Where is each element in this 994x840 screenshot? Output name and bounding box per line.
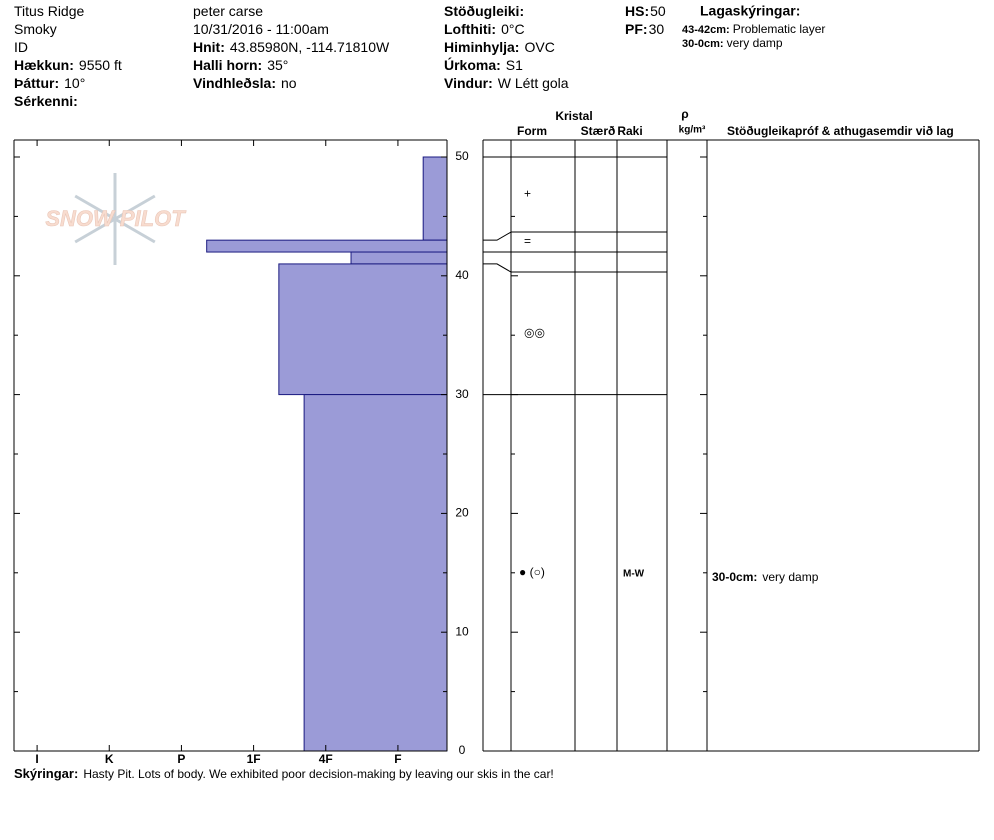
legend-range: 30-0cm: [682,38,724,50]
connector [483,263,512,273]
field-value: Titus Ridge [14,3,85,19]
logo-flake [114,194,156,221]
header-field: Himinhylja: OVC [444,39,555,55]
field-value: 10° [64,75,85,91]
y-tick-label: 0 [459,743,466,757]
field-value: 35° [267,57,288,73]
field-value: 10/31/2016 - 11:00am [193,21,329,37]
x-tick-label: F [394,752,401,766]
logo-text: SNOW PILOT [45,206,186,231]
field-value: no [281,75,297,91]
grain-form: ◎◎ [524,325,545,339]
legend-item: 30-0cm: very damp [682,36,783,50]
header-field: Smoky [14,21,57,37]
legend-range: 43-42cm: [682,24,730,36]
header-field: Vindur: W Létt gola [444,75,569,91]
field-value: 0°C [501,21,525,37]
field-label: Þáttur: [14,75,59,91]
field-value: 50 [650,3,666,19]
layer-comment: 30-0cm: very damp [712,570,819,584]
field-label: Halli horn: [193,57,262,73]
legend-text: very damp [727,36,783,50]
table-header: ρ [681,107,688,121]
footer-label: Skýringar: [14,766,78,781]
field-value: peter carse [193,3,263,19]
legend-text: Problematic layer [733,22,826,36]
y-tick-label: 50 [455,149,469,163]
field-value: W Létt gola [498,75,569,91]
x-tick-label: K [105,752,114,766]
table-header: Stærð [581,124,616,138]
footer-text: Hasty Pit. Lots of body. We exhibited po… [83,767,553,781]
legend-title: Lagaskýringar: [700,3,800,19]
field-value: 30 [649,21,665,37]
table-header: kg/m³ [679,125,706,136]
header-field: Halli horn: 35° [193,57,288,73]
header-field: 10/31/2016 - 11:00am [193,21,329,37]
x-tick-label: P [177,752,185,766]
header-field: Vindhleðsla: no [193,75,297,91]
y-tick-label: 30 [455,387,469,401]
comment-range: 30-0cm: [712,570,757,584]
header-field: Þáttur: 10° [14,75,85,91]
header-field: Stöðugleiki: [444,3,524,19]
header-field: ID [14,39,28,55]
header-field: HS:50 [625,3,666,19]
table-header: Form [517,124,547,138]
logo-flake [114,217,156,244]
header-field: Hnit: 43.85980N, -114.71810W [193,39,390,55]
header-field: PF:30 [625,21,664,37]
x-tick-label: 1F [247,752,261,766]
field-value: S1 [506,57,523,73]
legend-item: 43-42cm: Problematic layer [682,22,825,36]
field-value: 9550 ft [79,57,122,73]
hardness-bar [303,394,448,752]
y-tick-label: 10 [455,624,469,638]
connector [483,231,512,241]
header-field: Hækkun: 9550 ft [14,57,122,73]
field-value: OVC [524,39,554,55]
header-field: Sérkenni: [14,93,78,109]
field-label: Lofthiti: [444,21,496,37]
footer: Skýringar: Hasty Pit. Lots of body. We ex… [14,766,554,781]
hardness-bar [422,156,448,241]
field-label: Vindur: [444,75,493,91]
y-tick-label: 40 [455,268,469,282]
y-tick-label: 20 [455,506,469,520]
field-label: Úrkoma: [444,56,501,73]
header-field: Lofthiti: 0°C [444,21,525,37]
header-field: peter carse [193,3,263,19]
comment-text: very damp [762,570,818,584]
x-tick-label: I [35,752,38,766]
field-label: Vindhleðsla: [193,75,276,91]
field-label: Stöðugleiki: [444,3,524,19]
table-header: Stöðugleikapróf & athugasemdir við lag [727,124,954,138]
header-field: Úrkoma: S1 [444,56,523,73]
logo-flake [74,217,116,244]
moisture: M-W [623,568,645,579]
field-value: ID [14,39,28,55]
field-value: Smoky [14,21,57,37]
table-header: Raki [617,124,642,138]
field-label: Himinhylja: [444,39,519,55]
hardness-bar [278,263,448,396]
logo: SNOW PILOT [45,173,187,265]
grain-form: ● (○) [519,565,545,579]
table-header: Kristal [555,109,592,123]
field-value: 43.85980N, -114.71810W [230,39,390,55]
header-field: Titus Ridge [14,3,85,19]
field-label: Hækkun: [14,57,74,73]
field-label: Sérkenni: [14,93,78,109]
logo-flake [74,194,116,221]
hardness-bar [350,251,448,265]
grain-form: + [524,187,531,201]
grain-form: = [524,234,531,248]
x-tick-label: 4F [319,752,333,766]
field-label: PF: [625,21,648,37]
field-label: HS: [625,3,649,19]
field-label: Hnit: [193,39,225,55]
hardness-bar [206,239,448,253]
